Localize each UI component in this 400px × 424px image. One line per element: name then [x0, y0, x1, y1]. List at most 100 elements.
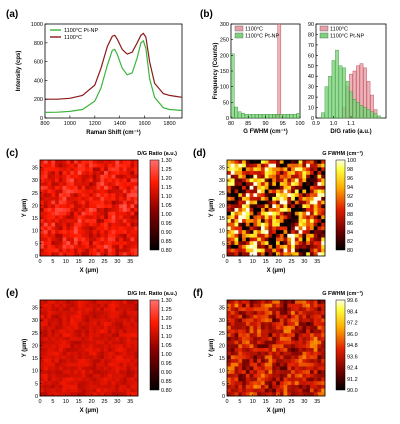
heatmap-cell-c: [47, 241, 52, 246]
heatmap-cell-f: [309, 362, 314, 367]
heatmap-cell-d: [249, 163, 254, 168]
heatmap-cell-e: [47, 314, 52, 319]
heatmap-cell-d: [309, 244, 314, 249]
heatmap-cell-c: [115, 219, 120, 224]
heatmap-cell-d: [309, 204, 314, 209]
heatmap-cell-d: [321, 222, 326, 227]
heatmap-cell-c: [43, 241, 48, 246]
heatmap-cell-f: [253, 392, 258, 397]
colorbar-tick-label-e: 1.00: [161, 352, 172, 358]
x-tick-label-e: 25: [101, 399, 107, 405]
heatmap-cell-f: [317, 336, 322, 341]
heatmap-cell-f: [257, 325, 262, 330]
heatmap-cell-d: [287, 222, 292, 227]
heatmap-cell-e: [122, 348, 127, 352]
heatmap-cell-d: [234, 196, 239, 201]
heatmap-cell-e: [126, 318, 131, 323]
heatmap-cell-e: [92, 325, 97, 330]
heatmap-cell-e: [111, 373, 116, 378]
heatmap-cell-c: [134, 182, 139, 187]
heatmap-cell-e: [73, 325, 78, 330]
hist-bar-b1-1: [272, 114, 276, 119]
heatmap-cell-e: [70, 307, 75, 312]
heatmap-cell-f: [264, 392, 269, 397]
heatmap-cell-d: [268, 200, 273, 205]
x-tick-label-d: 0: [225, 259, 228, 265]
heatmap-cell-e: [89, 373, 94, 378]
heatmap-cell-e: [122, 340, 127, 345]
heatmap-cell-c: [111, 182, 116, 187]
heatmap-cell-e: [73, 322, 78, 327]
heatmap-cell-e: [58, 307, 63, 312]
heatmap-cell-c: [119, 222, 124, 227]
heatmap-cell-d: [227, 185, 232, 190]
heatmap-cell-c: [92, 248, 97, 253]
colorbar-tick-label-f: 99.6: [347, 298, 358, 304]
heatmap-cell-e: [104, 325, 109, 330]
heatmap-cell-f: [249, 362, 254, 367]
heatmap-cell-e: [115, 300, 120, 304]
heatmap-cell-f: [276, 355, 281, 360]
heatmap-cell-e: [130, 333, 135, 338]
heatmap-cell-d: [317, 193, 322, 198]
heatmap-cell-e: [104, 348, 109, 352]
heatmap-cell-c: [130, 233, 135, 238]
heatmap-cell-c: [66, 196, 71, 201]
heatmap-cell-e: [40, 388, 45, 393]
heatmap-cell-f: [230, 370, 235, 375]
heatmap-cell-c: [92, 233, 97, 238]
heatmap-cell-d: [238, 211, 243, 216]
heatmap-cell-f: [249, 325, 254, 330]
heatmap-cell-e: [122, 333, 127, 338]
heatmap-cell-d: [279, 233, 284, 238]
heatmap-cell-c: [115, 233, 120, 238]
heatmap-cell-f: [230, 325, 235, 330]
heatmap-cell-d: [264, 233, 269, 238]
heatmap-cell-c: [100, 189, 105, 194]
heatmap-cell-f: [257, 300, 262, 304]
heatmap-cell-d: [317, 222, 322, 227]
heatmap-cell-d: [249, 211, 254, 216]
heatmap-cell-f: [234, 329, 239, 334]
heatmap-cell-e: [134, 303, 139, 308]
heatmap-cell-c: [77, 193, 82, 198]
heatmap-cell-d: [306, 189, 311, 194]
heatmap-cell-f: [264, 388, 269, 393]
heatmap-cell-e: [92, 300, 97, 304]
x-tick-label-b1: 85: [245, 121, 251, 127]
heatmap-cell-d: [313, 167, 318, 172]
heatmap-cell-e: [55, 333, 60, 338]
heatmap-cell-d: [264, 222, 269, 227]
y-tick-label-e: 10: [32, 369, 38, 375]
heatmap-cell-d: [268, 178, 273, 183]
heatmap-cell-f: [260, 318, 265, 323]
heatmap-cell-c: [73, 185, 78, 190]
heatmap-cell-d: [294, 241, 299, 246]
heatmap-cell-e: [77, 384, 82, 389]
heatmap-cell-c: [66, 226, 71, 231]
heatmap-cell-c: [96, 211, 101, 216]
heatmap-cell-f: [227, 329, 232, 334]
heatmap-cell-c: [115, 189, 120, 194]
hist-bar-b1-1: [244, 114, 249, 119]
heatmap-cell-f: [317, 384, 322, 389]
heatmap-cell-d: [272, 167, 277, 172]
hist-bar-b1-1: [241, 113, 245, 119]
heatmap-cell-e: [104, 311, 109, 316]
heatmap-cell-d: [257, 171, 262, 176]
heatmap-cell-c: [134, 252, 139, 257]
heatmap-cell-e: [107, 366, 112, 371]
heatmap-cell-f: [257, 355, 262, 360]
heatmap-cell-f: [279, 325, 284, 330]
heatmap-cell-e: [104, 381, 109, 386]
heatmap-cell-e: [81, 325, 86, 330]
heatmap-cell-f: [313, 373, 318, 378]
heatmap-cell-f: [317, 307, 322, 312]
heatmap-cell-f: [276, 362, 281, 367]
heatmap-cell-f: [238, 318, 243, 323]
heatmap-cell-d: [309, 189, 314, 194]
heatmap-cell-e: [134, 351, 139, 356]
heatmap-cell-f: [264, 340, 269, 345]
heatmap-cell-d: [306, 248, 311, 253]
heatmap-cell-c: [40, 167, 45, 172]
